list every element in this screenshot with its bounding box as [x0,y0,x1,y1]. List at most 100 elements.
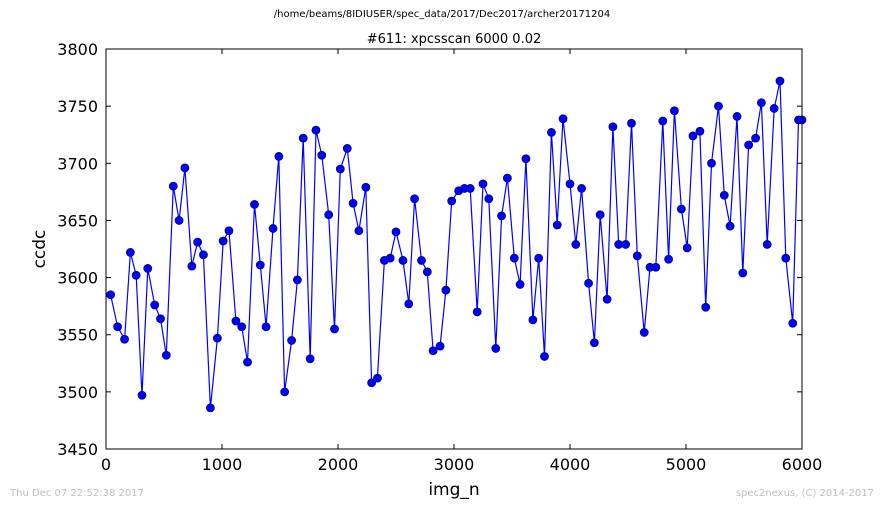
data-point [391,227,401,237]
data-point [361,182,371,192]
figure-suptitle: /home/beams/8IDIUSER/spec_data/2017/Dec2… [273,9,611,20]
data-point [367,378,377,388]
data-point [547,128,556,137]
data-point [255,260,265,270]
y-tick-label: 3550 [57,326,98,345]
x-tick-label: 4000 [550,455,591,474]
data-point [589,338,599,348]
data-point [292,275,302,285]
data-point [268,224,278,233]
data-point [491,344,501,353]
data-point [137,390,147,400]
data-point [398,256,408,265]
x-tick-label: 6000 [782,455,823,474]
data-point [769,104,779,113]
y-tick-label: 3700 [57,154,98,173]
x-tick-label: 0 [101,455,111,474]
data-point [447,196,457,206]
data-point [465,184,475,193]
data-point [143,264,153,273]
data-point [298,133,308,143]
data-point [250,200,259,209]
data-point [410,194,419,204]
y-tick-label: 3750 [57,97,98,116]
data-point [577,184,586,193]
data-point [187,261,197,271]
data-point [695,126,705,136]
y-axis-label: ccdc [30,230,50,269]
data-point [701,302,711,312]
data-point [324,210,334,220]
data-point [521,154,531,164]
data-point [237,322,247,332]
data-point [534,253,544,263]
data-point [540,352,549,361]
data-point [565,179,575,189]
data-point [231,316,241,326]
data-point [150,300,160,310]
y-tick-label: 3600 [57,269,98,288]
data-point [106,290,116,300]
data-point [428,346,438,356]
data-point [287,336,297,345]
x-tick-label: 5000 [666,455,707,474]
data-point [212,333,222,343]
data-point [484,194,494,204]
data-point [738,268,748,278]
data-point [205,403,215,413]
data-point [502,173,512,183]
data-point [199,250,208,260]
data-point [757,98,766,108]
data-point [775,76,785,86]
data-point [311,125,321,135]
data-point [744,140,754,150]
data-point [751,133,760,143]
data-point [682,243,692,253]
footer-timestamp: Thu Dec 07 22:52:38 2017 [10,488,144,499]
data-point [422,267,432,277]
data-point [528,315,538,325]
data-point [639,328,649,337]
data-point [664,254,673,264]
data-point [584,278,593,288]
data-point [348,198,358,208]
x-axis-label: img_n [428,480,479,500]
data-point [676,204,686,214]
data-point [168,181,178,191]
data-point [688,131,698,141]
data-point [335,164,345,174]
series-layer [106,76,807,413]
data-point [658,116,668,126]
data-point [156,314,165,324]
data-point [193,237,203,247]
data-point [330,324,339,334]
data-point [125,248,135,257]
data-point [595,210,605,220]
data-point [280,387,290,397]
data-point [558,114,568,124]
data-point [719,190,729,200]
data-point [788,318,798,328]
data-point [305,354,315,364]
data-point [725,221,735,231]
data-point [435,341,445,351]
data-point [781,253,791,263]
data-point [261,322,271,332]
data-point [243,357,252,367]
ticks-layer: 0 1000 2000 3000 4000 5000 6000 3450 3500 3550 360… [57,40,822,474]
data-point [385,253,395,263]
data-point [714,101,723,111]
data-point [174,216,184,225]
data-point [131,270,141,280]
data-point [180,163,190,173]
data-point [632,251,642,261]
x-tick-label: 3000 [434,455,475,474]
chart-title: #611: xpcsscan 6000 0.02 [367,32,542,47]
data-point [441,285,451,295]
data-point [571,240,581,249]
data-point [224,226,234,236]
plot-frame [105,48,803,450]
data-point [552,220,562,230]
data-point [478,179,488,189]
data-point [627,118,636,128]
